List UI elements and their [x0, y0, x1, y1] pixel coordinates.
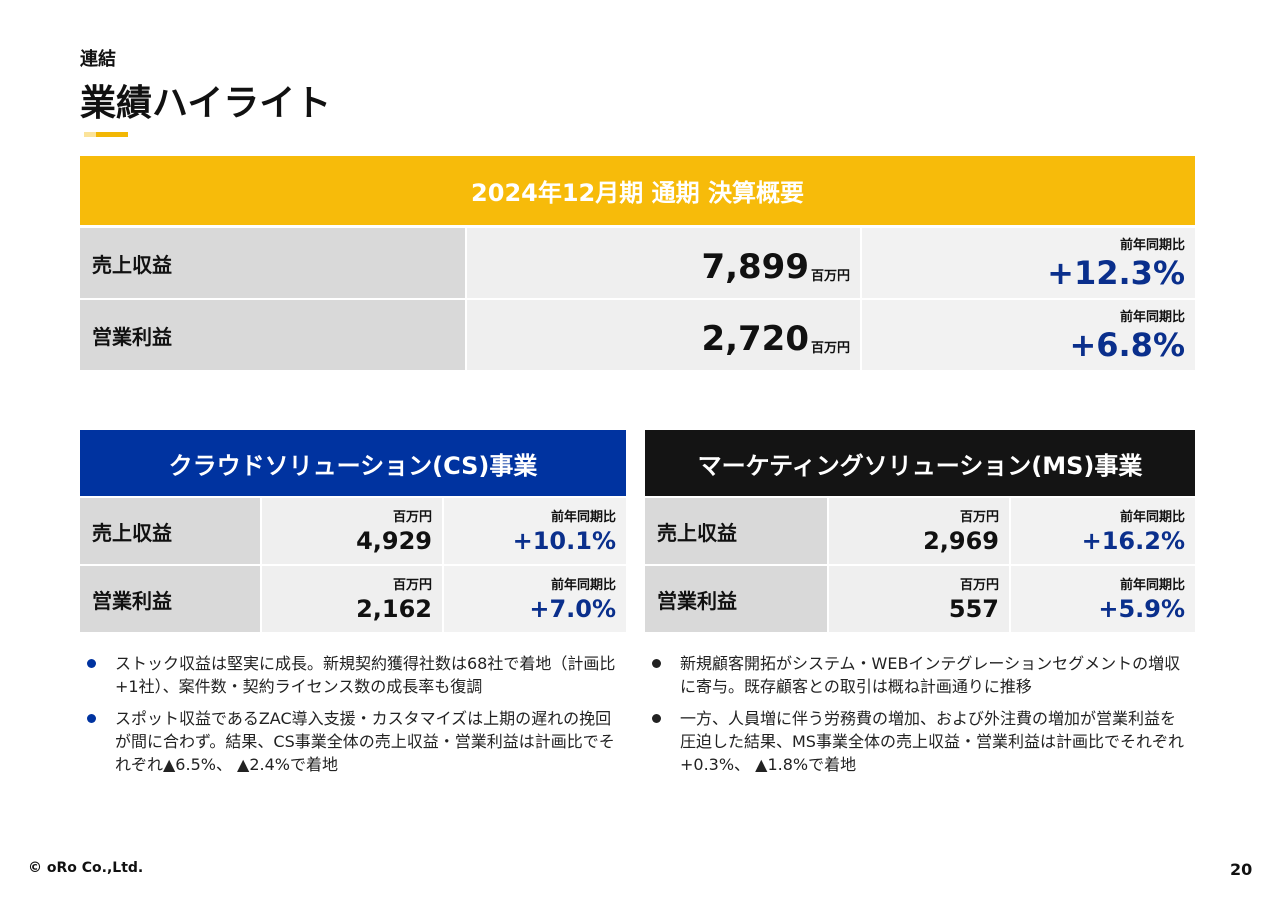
unit: 百万円: [392, 510, 432, 525]
segment-title: クラウドソリューション(CS)事業: [80, 430, 626, 496]
unit: 百万円: [959, 578, 999, 593]
value-cell: 百万円 4,929: [262, 498, 442, 564]
value: 2,162: [356, 595, 432, 623]
segment-title: マーケティングソリューション(MS)事業: [645, 430, 1195, 496]
yoy-cell: 前年同期比 +12.3%: [862, 228, 1195, 298]
value-cell: 7,899 百万円: [467, 228, 860, 298]
value-cell: 百万円 2,162: [262, 566, 442, 632]
bullet: 新規顧客開拓がシステム・WEBインテグレーションセグメントの増収に寄与。既存顧客…: [652, 652, 1190, 698]
yoy-cell: 前年同期比 +6.8%: [862, 300, 1195, 370]
unit: 百万円: [810, 269, 850, 284]
yoy-label: 前年同期比: [1119, 310, 1185, 325]
yoy: +16.2%: [1081, 527, 1185, 555]
accent: [84, 132, 96, 137]
value: 7,899: [701, 247, 809, 287]
row-label: 売上収益: [80, 498, 260, 564]
row-label: 営業利益: [80, 566, 260, 632]
row-label: 営業利益: [80, 300, 465, 370]
row-label: 売上収益: [645, 498, 827, 564]
summary-title: 2024年12月期 通期 決算概要: [80, 156, 1195, 225]
yoy-label: 前年同期比: [1119, 510, 1185, 525]
yoy-cell: 前年同期比 +10.1%: [444, 498, 626, 564]
bullet: ストック収益は堅実に成長。新規契約獲得社数は68社で着地（計画比+1社）、案件数…: [87, 652, 621, 698]
category: 連結: [80, 49, 116, 70]
value-cell: 2,720 百万円: [467, 300, 860, 370]
unit: 百万円: [959, 510, 999, 525]
yoy-label: 前年同期比: [1119, 578, 1185, 593]
value-cell: 百万円 2,969: [829, 498, 1009, 564]
value: 2,720: [701, 319, 809, 359]
value: 557: [948, 595, 999, 623]
page-number: 20: [1230, 860, 1253, 879]
yoy: +10.1%: [512, 527, 616, 555]
row-label: 営業利益: [645, 566, 827, 632]
unit: 百万円: [392, 578, 432, 593]
yoy: +12.3%: [1047, 254, 1185, 292]
value-cell: 百万円 557: [829, 566, 1009, 632]
yoy-label: 前年同期比: [550, 510, 616, 525]
value: 2,969: [923, 527, 999, 555]
yoy-label: 前年同期比: [550, 578, 616, 593]
yoy-cell: 前年同期比 +7.0%: [444, 566, 626, 632]
yoy: +7.0%: [529, 595, 616, 623]
yoy: +6.8%: [1069, 326, 1185, 364]
unit: 百万円: [810, 341, 850, 356]
value: 4,929: [356, 527, 432, 555]
yoy-cell: 前年同期比 +5.9%: [1011, 566, 1195, 632]
copyright: © oRo Co.,Ltd.: [28, 860, 144, 876]
row-label: 売上収益: [80, 228, 465, 298]
bullet: 一方、人員増に伴う労務費の増加、および外注費の増加が営業利益を圧迫した結果、MS…: [652, 707, 1190, 776]
yoy-label: 前年同期比: [1119, 238, 1185, 253]
title: 業績ハイライト: [80, 83, 332, 124]
yoy-cell: 前年同期比 +16.2%: [1011, 498, 1195, 564]
accent: [96, 132, 128, 137]
yoy: +5.9%: [1098, 595, 1185, 623]
bullet: スポット収益であるZAC導入支援・カスタマイズは上期の遅れの挽回が間に合わず。結…: [87, 707, 621, 776]
